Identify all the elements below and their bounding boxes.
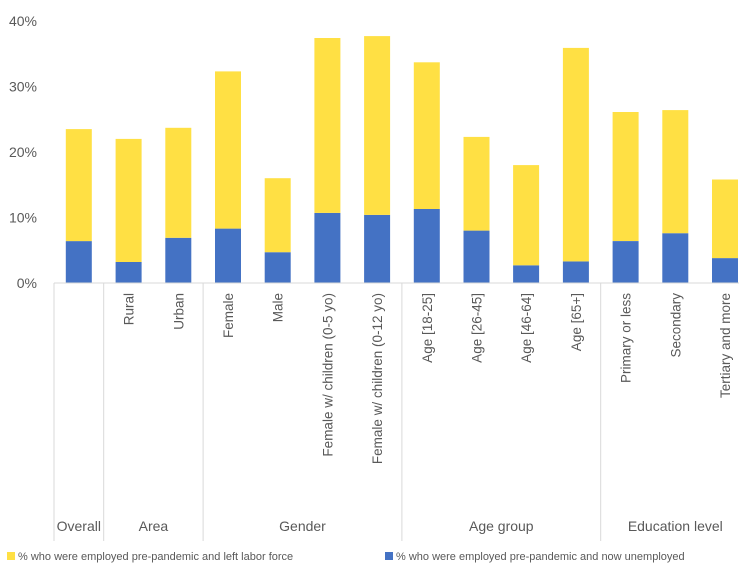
bar-segment-left-labor-force xyxy=(215,71,241,229)
x-tick-label: Age [26-45] xyxy=(470,293,485,363)
x-tick-label: Secondary xyxy=(668,293,683,358)
group-label: Education level xyxy=(628,518,723,534)
x-tick-label: Female w/ children (0-5 yo) xyxy=(320,293,335,457)
x-tick-label: Rural xyxy=(122,293,137,325)
x-tick-label: Female w/ children (0-12 yo) xyxy=(370,293,385,464)
x-tick-label: Age [65+] xyxy=(569,293,584,351)
legend-swatch xyxy=(385,552,393,560)
bar-segment-left-labor-force xyxy=(662,110,689,234)
bar-segment-left-labor-force xyxy=(513,165,540,266)
x-tick-label: Tertiary and more xyxy=(718,293,733,398)
bar-segment-unemployed xyxy=(65,241,92,283)
x-tick-label: Urban xyxy=(171,293,186,330)
x-tick-label: Age [46-64] xyxy=(519,293,534,363)
bar-segment-left-labor-force xyxy=(165,127,192,238)
group-label: Gender xyxy=(279,518,326,534)
legend-swatch xyxy=(7,552,15,560)
bar-segment-unemployed xyxy=(712,258,738,283)
bar-segment-unemployed xyxy=(562,261,589,283)
bar-segment-unemployed xyxy=(364,214,391,283)
bar-segment-unemployed xyxy=(165,237,192,283)
bar-segment-left-labor-force xyxy=(264,178,291,253)
bar-segment-left-labor-force xyxy=(314,38,341,213)
x-axis: Rural Urban Female Male Female w/ children (… xyxy=(53,282,739,541)
group-label: Age group xyxy=(469,518,534,534)
bar-segment-unemployed xyxy=(612,241,639,283)
bar-segment-unemployed xyxy=(314,212,341,283)
bar-segment-left-labor-force xyxy=(612,112,639,241)
bar-segment-unemployed xyxy=(215,228,241,283)
x-tick-label: Primary or less xyxy=(619,293,634,383)
bar-segment-left-labor-force xyxy=(413,62,440,209)
bars xyxy=(65,36,738,283)
y-tick-label: 0% xyxy=(17,275,37,291)
bar-segment-left-labor-force xyxy=(712,179,738,259)
bar-segment-unemployed xyxy=(662,233,689,283)
group-label: Overall xyxy=(57,518,101,534)
bar-segment-left-labor-force xyxy=(115,138,142,262)
bar-segment-left-labor-force xyxy=(463,136,490,231)
bar-segment-left-labor-force xyxy=(562,47,589,262)
y-axis: 0% 10% 20% 30% 40% xyxy=(9,13,37,291)
y-tick-label: 30% xyxy=(9,79,37,95)
bar-segment-unemployed xyxy=(264,252,291,283)
legend: % who were employed pre-pandemic and lef… xyxy=(7,551,685,563)
x-tick-label: Male xyxy=(271,293,286,322)
y-tick-label: 20% xyxy=(9,144,37,160)
legend-label: % who were employed pre-pandemic and lef… xyxy=(18,551,293,563)
bar-segment-unemployed xyxy=(513,265,540,283)
y-tick-label: 40% xyxy=(9,13,37,29)
bar-segment-left-labor-force xyxy=(65,129,92,242)
group-label: Area xyxy=(139,518,169,534)
legend-label: % who were employed pre-pandemic and now… xyxy=(396,551,685,563)
y-tick-label: 10% xyxy=(9,210,37,226)
bar-segment-left-labor-force xyxy=(364,36,391,215)
bar-segment-unemployed xyxy=(115,262,142,283)
x-tick-label: Age [18-25] xyxy=(420,293,435,363)
bar-segment-unemployed xyxy=(463,230,490,283)
bar-segment-unemployed xyxy=(413,209,440,283)
x-tick-label: Female xyxy=(221,293,236,338)
